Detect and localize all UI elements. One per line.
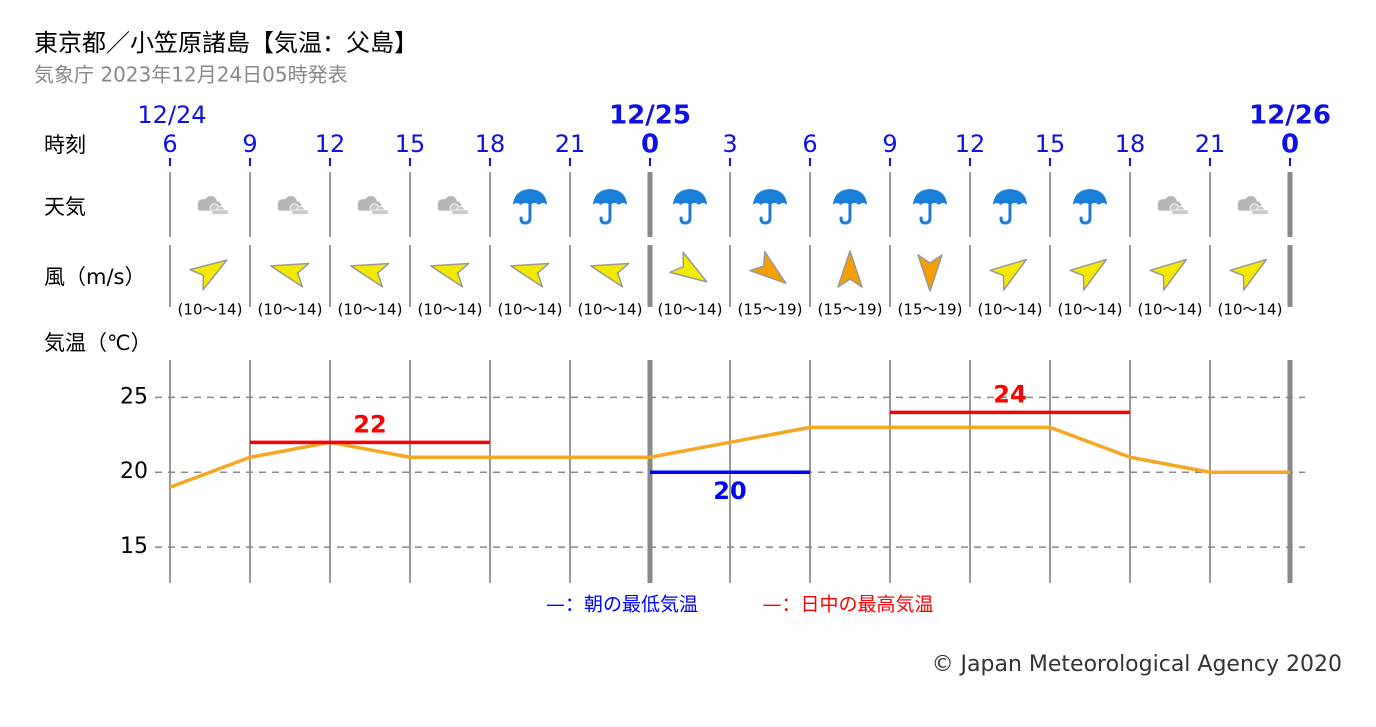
hour-label: 12 [315,130,346,158]
value-label: 24 [993,380,1026,408]
wind-speed-label: (10〜14) [578,301,643,319]
legend-entry: —：朝の最低気温 [546,594,698,616]
weather-icon [911,187,949,225]
weather-icon [196,195,230,216]
date-label: 12/24 [137,101,206,129]
weather-icon [831,187,869,225]
hour-label: 3 [722,130,737,158]
weather-icon [436,195,470,216]
temperature-line [169,425,1290,489]
legend-entry: —：日中の最高気温 [762,594,933,616]
weather-icon [511,187,549,225]
wind-arrow [589,262,630,288]
subtitle: 気象庁 2023年12月24日05時発表 [34,63,348,87]
hour-label: 21 [1195,130,1226,158]
row-label: 天気 [44,195,86,219]
hour-label: 15 [395,130,426,158]
weather-icon [276,195,310,216]
value-label: 20 [713,477,746,505]
wind-arrow [837,250,863,288]
row-label: 気温（℃） [44,331,152,355]
wind-arrow [189,259,228,291]
row-label: 風（m/s） [44,265,145,289]
hour-label: 18 [475,130,506,158]
y-tick-label: 20 [120,459,148,484]
weather-icon [1156,195,1190,216]
weather-icon [1071,187,1109,225]
hour-label: 18 [1115,130,1146,158]
wind-speed-label: (10〜14) [338,301,403,319]
wind-speed-label: (10〜14) [258,301,323,319]
wind-speed-label: (15〜19) [738,301,803,319]
wind-speed-label: (10〜14) [1138,301,1203,319]
hour-label: 6 [802,130,817,158]
wind-arrow [669,251,708,283]
hour-label: 9 [882,130,897,158]
hour-label: 6 [162,130,177,158]
hour-label: 12 [955,130,986,158]
wind-speed-label: (15〜19) [818,301,883,319]
date-label: 12/25 [609,101,691,131]
weather-icon [751,187,789,225]
wind-arrow [269,262,310,288]
y-tick-label: 25 [120,384,148,409]
weather-icon [671,187,709,225]
wind-speed-label: (10〜14) [658,301,723,319]
copyright: © Japan Meteorological Agency 2020 [932,652,1342,677]
wind-arrow [349,262,390,288]
hour-label: 15 [1035,130,1066,158]
wind-speed-label: (10〜14) [1058,301,1123,319]
hour-label: 21 [555,130,586,158]
row-label: 時刻 [44,133,86,157]
y-tick-label: 15 [120,534,148,559]
wind-arrow [989,258,1028,291]
title: 東京都／小笠原諸島【気温：父島】 [34,29,418,57]
date-label: 12/26 [1249,101,1331,131]
wind-speed-label: (10〜14) [178,301,243,319]
weather-icon [1236,195,1270,216]
wind-arrow [1229,258,1268,291]
weather-icon [991,187,1029,225]
hour-label: 9 [242,130,257,158]
value-label: 22 [353,410,386,438]
weather-icon [356,195,390,216]
weather-icon [591,187,629,225]
wind-speed-label: (10〜14) [418,301,483,319]
hour-label: 0 [1281,130,1299,160]
wind-speed-label: (10〜14) [498,301,563,319]
wind-arrow [429,262,470,288]
wind-arrow [749,250,787,285]
hour-label: 0 [641,130,659,160]
wind-arrow [917,254,943,292]
wind-arrow [1149,258,1188,291]
wind-speed-label: (15〜19) [898,301,963,319]
wind-arrow [509,262,550,288]
wind-speed-label: (10〜14) [978,301,1043,319]
wind-arrow [1069,258,1108,291]
wind-speed-label: (10〜14) [1218,301,1283,319]
